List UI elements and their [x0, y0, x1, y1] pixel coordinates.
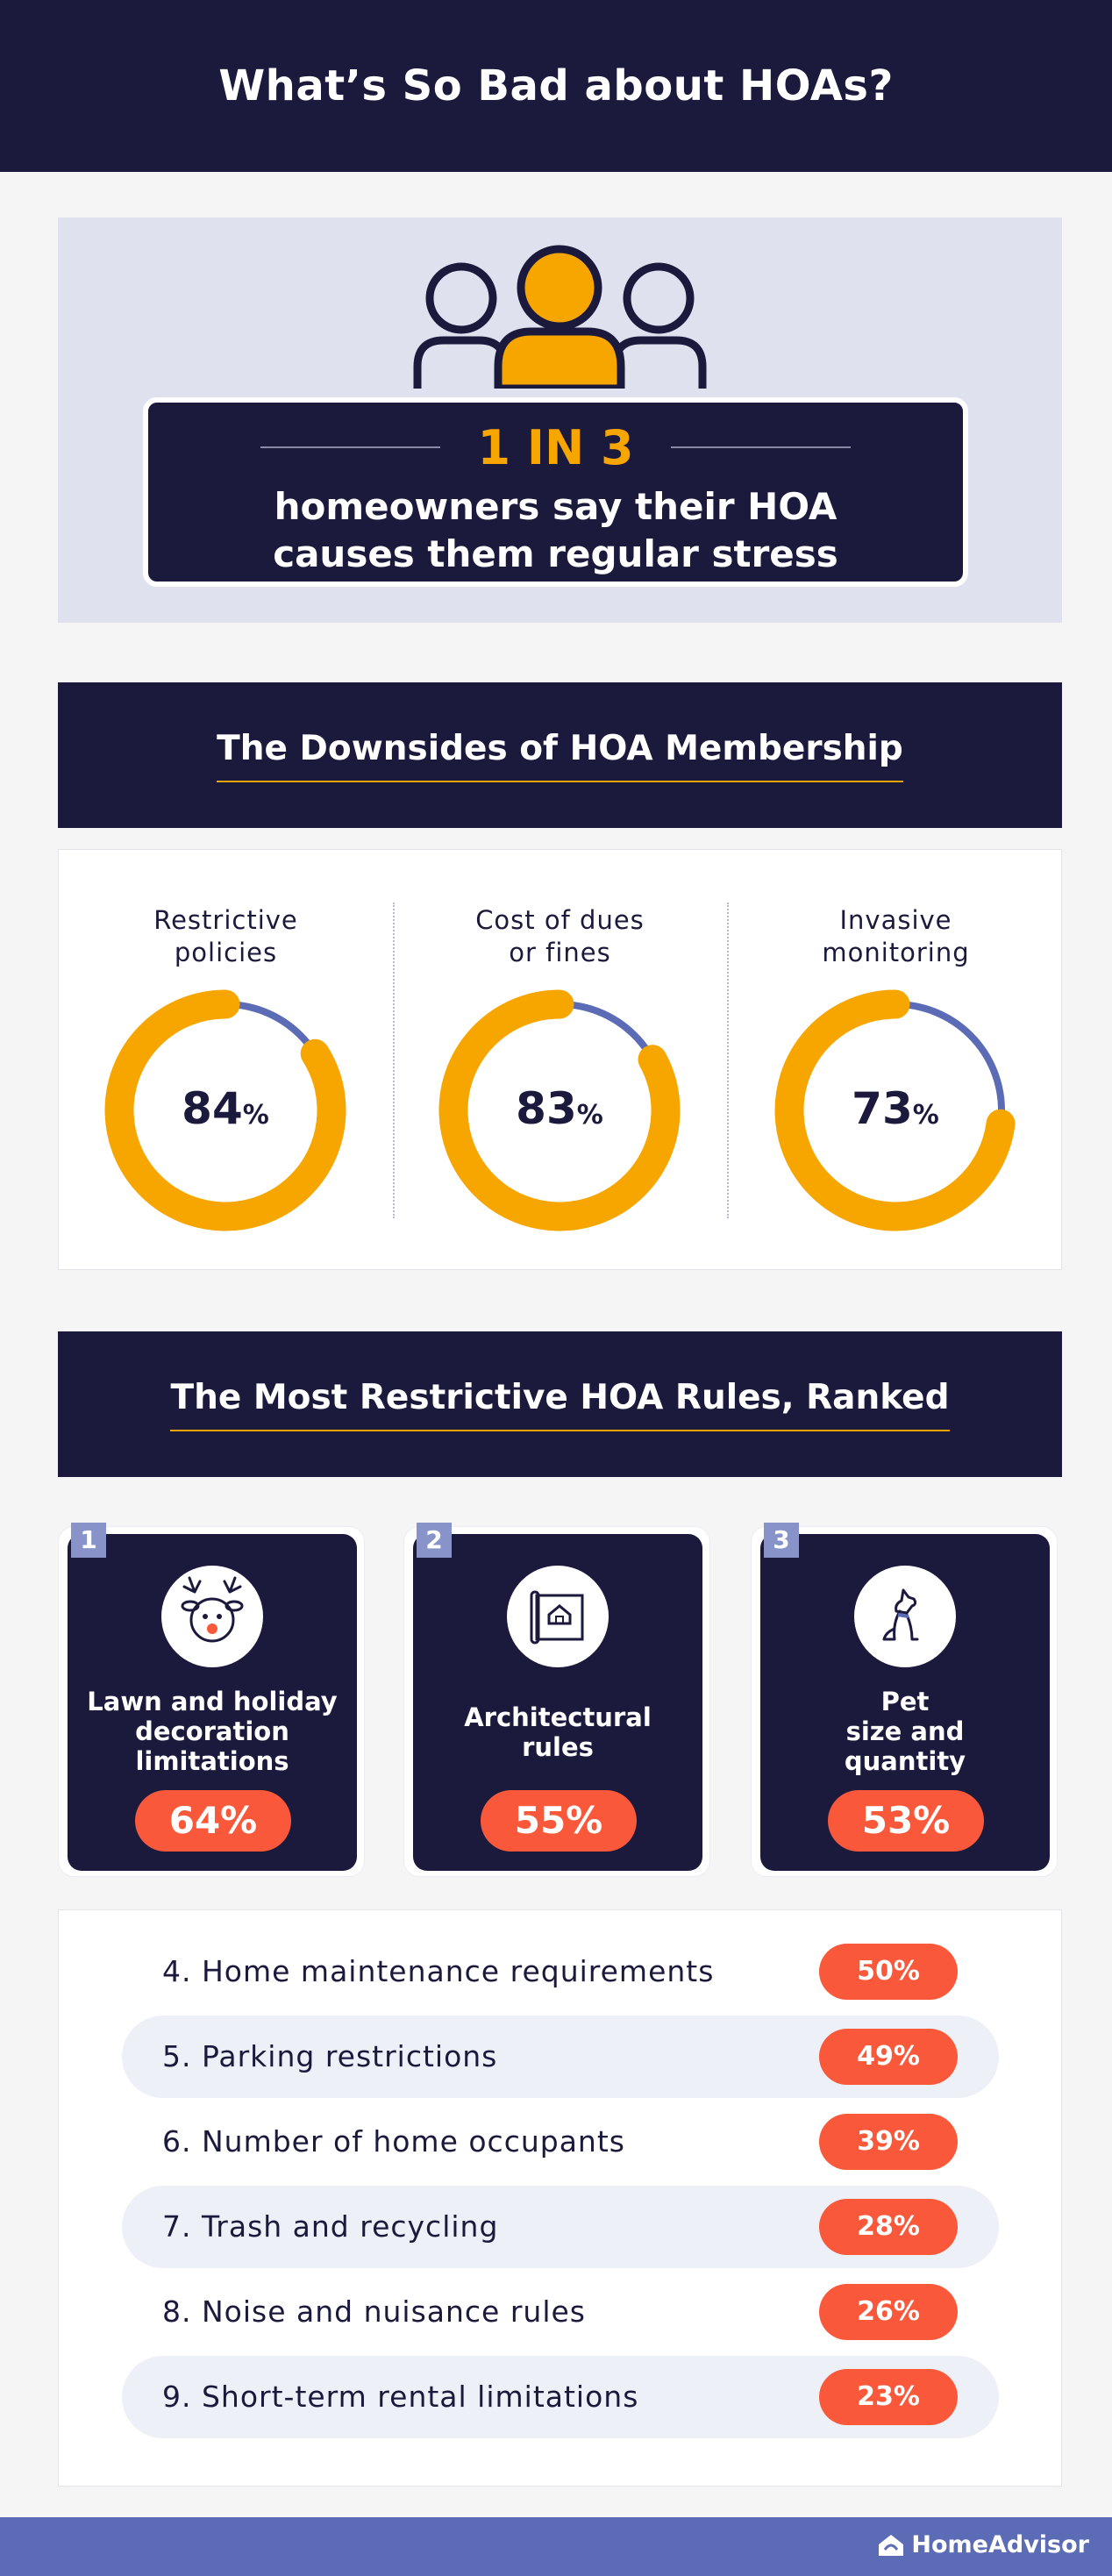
rule-name-line: rules — [522, 1732, 594, 1762]
rule-percent-badge: 23% — [819, 2369, 958, 2425]
divider-line — [260, 446, 440, 448]
ranked-rules-list: 4. Home maintenance requirements 50% 5. … — [58, 1909, 1062, 2487]
donut-label: Cost of dues or fines — [393, 904, 727, 969]
rank-badge: 1 — [71, 1523, 106, 1558]
list-item: 8. Noise and nuisance rules 26% — [122, 2271, 999, 2353]
list-item: 6. Number of home occupants 39% — [122, 2101, 999, 2183]
rule-percent-badge: 49% — [819, 2029, 958, 2085]
column-divider — [393, 903, 395, 1218]
stat-line-1: homeowners say their HOA — [274, 485, 838, 528]
stat-description: homeowners say their HOA causes them reg… — [148, 483, 963, 578]
divider-line — [671, 446, 851, 448]
stress-stat-section: 1 IN 3 homeowners say their HOA causes t… — [58, 218, 1062, 623]
donut-label-line: Cost of dues — [475, 905, 645, 935]
stat-card: 1 IN 3 homeowners say their HOA causes t… — [143, 397, 968, 587]
rules-header: The Most Restrictive HOA Rules, Ranked — [58, 1331, 1062, 1477]
rule-name: Pet size and quantity — [769, 1687, 1041, 1776]
rule-label: 7. Trash and recycling — [162, 2209, 499, 2244]
rule-label: 5. Parking restrictions — [162, 2039, 498, 2073]
rule-card: Pet size and quantity 53% 3 — [751, 1523, 1058, 1877]
brand-logo[interactable]: HomeAdvisor — [876, 2531, 1089, 2558]
rule-name-line: Pet — [880, 1687, 930, 1716]
rule-name: Lawn and holiday decoration limitations — [76, 1687, 348, 1776]
stat-line-2: causes them regular stress — [273, 532, 838, 575]
rule-name-line: quantity — [844, 1746, 966, 1776]
donut-label: Restrictive policies — [59, 904, 393, 969]
rule-label: 9. Short-term rental limitations — [162, 2380, 639, 2414]
donut-label-line: monitoring — [822, 938, 970, 967]
rule-name-line: size and — [845, 1716, 965, 1746]
donut-value-text: 83% — [516, 1083, 603, 1134]
rule-percent-badge: 50% — [819, 1944, 958, 2000]
rule-card-body: Lawn and holiday decoration limitations … — [68, 1534, 357, 1871]
list-item: 4. Home maintenance requirements 50% — [122, 1930, 999, 2013]
rule-card-body: Pet size and quantity 53% — [760, 1534, 1050, 1871]
dog-icon — [854, 1566, 956, 1667]
rule-percent-badge: 26% — [819, 2284, 958, 2340]
donut-chart: 84% — [104, 989, 346, 1231]
brand-name: HomeAdvisor — [911, 2531, 1089, 2558]
rule-name-line: decoration — [135, 1716, 289, 1746]
rule-label: 4. Home maintenance requirements — [162, 1954, 715, 1988]
donut-value-arc — [104, 989, 346, 1231]
rule-percent-badge: 64% — [135, 1790, 291, 1852]
rank-badge: 2 — [417, 1523, 452, 1558]
donut-label-line: Restrictive — [153, 905, 298, 935]
donut-item: Cost of dues or fines 83% — [393, 850, 727, 1271]
column-divider — [727, 903, 729, 1218]
donut-item: Restrictive policies 84% — [59, 850, 393, 1271]
rule-card-body: Architectural rules 55% — [413, 1534, 702, 1871]
rule-name-line: Architectural — [464, 1702, 652, 1732]
list-item: 5. Parking restrictions 49% — [122, 2016, 999, 2098]
donut-label-line: policies — [174, 938, 278, 967]
reindeer-icon — [161, 1566, 263, 1667]
rule-percent-badge: 55% — [481, 1790, 637, 1852]
donut-label-line: or fines — [509, 938, 611, 967]
people-group-icon — [413, 245, 707, 389]
donut-chart: 73% — [774, 989, 1016, 1231]
rule-label: 8. Noise and nuisance rules — [162, 2294, 586, 2329]
donut-value-text: 84% — [182, 1083, 269, 1134]
rank-badge: 3 — [764, 1523, 799, 1558]
downsides-chart: Restrictive policies 84% Cost of dues or… — [58, 849, 1062, 1270]
rule-percent-badge: 28% — [819, 2199, 958, 2255]
downsides-title: The Downsides of HOA Membership — [217, 729, 903, 782]
rule-percent-badge: 53% — [828, 1790, 984, 1852]
rule-name-line: Lawn and holiday — [87, 1687, 338, 1716]
rule-name: Architectural rules — [422, 1702, 694, 1762]
donut-value-arc — [438, 989, 681, 1231]
house-logo-icon — [879, 2534, 904, 2556]
blueprint-house-icon — [507, 1566, 609, 1667]
stat-headline: 1 IN 3 — [477, 420, 634, 475]
donut-chart: 83% — [438, 989, 681, 1231]
rule-percent-badge: 39% — [819, 2114, 958, 2170]
rule-label: 6. Number of home occupants — [162, 2124, 625, 2159]
rules-title: The Most Restrictive HOA Rules, Ranked — [170, 1378, 950, 1431]
donut-item: Invasive monitoring 73% — [729, 850, 1063, 1271]
downsides-header: The Downsides of HOA Membership — [58, 682, 1062, 828]
rule-card: Architectural rules 55% 2 — [403, 1523, 710, 1877]
list-item: 7. Trash and recycling 28% — [122, 2186, 999, 2268]
page-footer: HomeAdvisor — [0, 2517, 1112, 2576]
donut-label: Invasive monitoring — [729, 904, 1063, 969]
donut-label-line: Invasive — [839, 905, 952, 935]
page-header: What’s So Bad about HOAs? — [0, 0, 1112, 172]
donut-value-arc — [774, 989, 1016, 1231]
rule-card: Lawn and holiday decoration limitations … — [58, 1523, 365, 1877]
list-item: 9. Short-term rental limitations 23% — [122, 2356, 999, 2438]
donut-value-text: 73% — [852, 1083, 939, 1134]
page-title: What’s So Bad about HOAs? — [218, 61, 894, 111]
rule-name-line: limitations — [135, 1746, 289, 1776]
